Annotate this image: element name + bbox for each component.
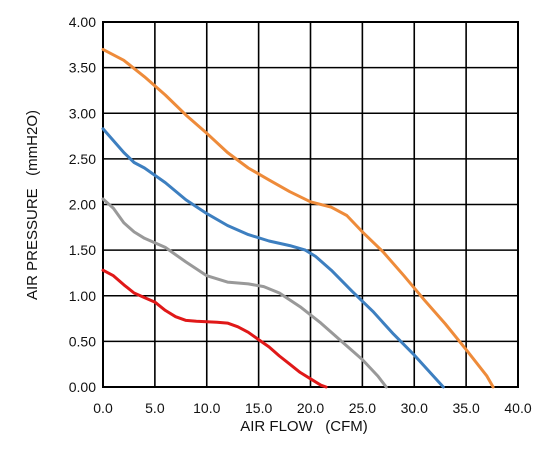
series-line-4 — [101, 268, 328, 389]
x-tick-label: 20.0 — [297, 400, 324, 416]
y-tick-label: 1.00 — [69, 288, 96, 304]
series-line-1 — [101, 47, 495, 389]
series-line-2 — [101, 127, 445, 389]
x-tick-label: 15.0 — [245, 400, 272, 416]
y-tick-label: 0.50 — [69, 333, 96, 349]
x-tick-label: 30.0 — [401, 400, 428, 416]
grid — [102, 21, 519, 388]
y-axis-label: AIR PRESSURE (mmH2O) — [24, 110, 41, 300]
x-axis-label: AIR FLOW (CFM) — [240, 418, 368, 435]
plot-frame — [102, 21, 519, 388]
y-tick-label: 0.00 — [69, 379, 96, 395]
x-tick-label: 40.0 — [504, 400, 531, 416]
y-tick-label: 3.00 — [69, 105, 96, 121]
x-tick-label: 25.0 — [349, 400, 376, 416]
y-tick-label: 2.50 — [69, 151, 96, 167]
x-tick-label: 0.0 — [93, 400, 113, 416]
x-tick-label: 5.0 — [145, 400, 165, 416]
x-tick-label: 35.0 — [453, 400, 480, 416]
y-tick-label: 1.50 — [69, 242, 96, 258]
series-group — [101, 47, 495, 389]
tick-labels: 0.0 5.0 10.0 15.0 20.0 25.0 30.0 35.0 40.0 0.00 0.… — [69, 14, 532, 416]
y-tick-label: 2.00 — [69, 197, 96, 213]
y-tick-label: 4.00 — [69, 14, 96, 30]
series-line-3 — [101, 197, 388, 389]
y-tick-label: 3.50 — [69, 60, 96, 76]
x-tick-label: 10.0 — [193, 400, 220, 416]
